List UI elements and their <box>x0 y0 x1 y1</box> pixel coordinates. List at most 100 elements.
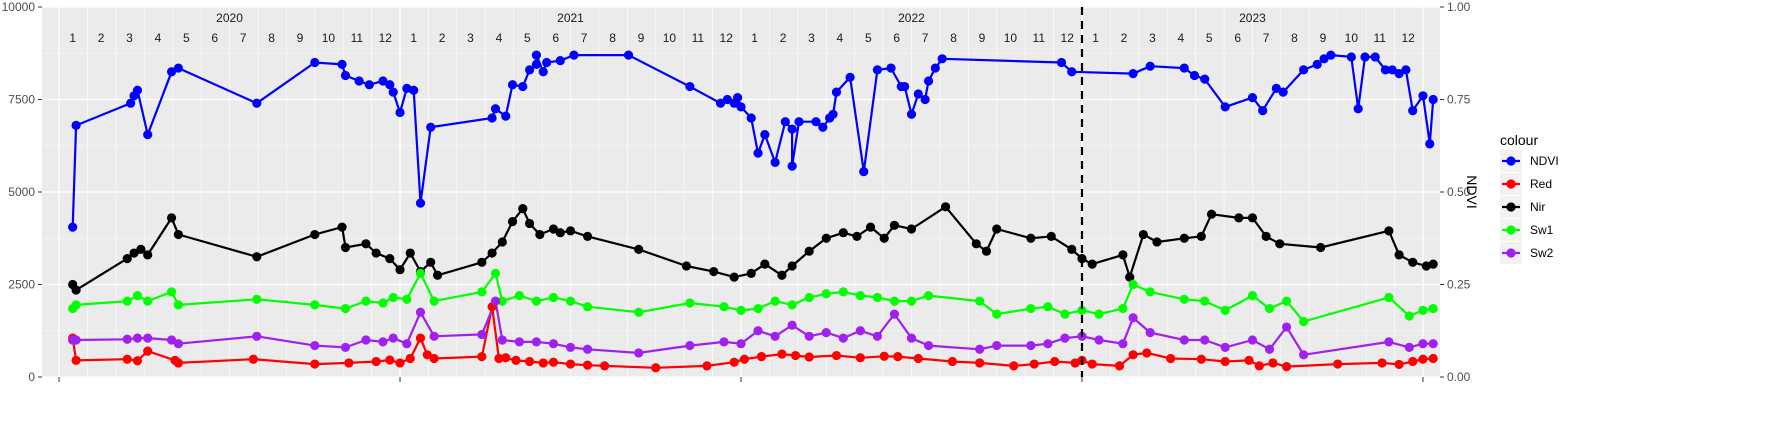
point-red <box>1009 361 1019 371</box>
point-ndvi <box>770 157 780 167</box>
point-nir <box>1077 254 1087 264</box>
point-sw2 <box>685 340 695 351</box>
point-ndvi <box>252 98 262 108</box>
point-ndvi <box>531 50 542 60</box>
point-ndvi <box>1370 52 1380 62</box>
point-red <box>1196 354 1206 364</box>
month-label: 4 <box>155 31 162 45</box>
point-nir <box>1196 231 1206 241</box>
legend-title: colour <box>1500 132 1538 148</box>
point-red <box>415 333 426 343</box>
point-nir <box>385 254 395 264</box>
month-label: 5 <box>1206 31 1213 45</box>
point-ndvi <box>1145 61 1155 71</box>
point-sw1 <box>1428 303 1438 314</box>
month-label: 8 <box>609 31 616 45</box>
point-nir <box>971 239 981 249</box>
point-ndvi <box>930 63 940 73</box>
point-sw1 <box>1128 279 1138 290</box>
point-sw2 <box>1094 335 1104 345</box>
point-ndvi <box>760 130 770 140</box>
point-sw2 <box>166 335 177 345</box>
point-nir <box>1179 233 1189 243</box>
point-nir <box>1428 259 1438 269</box>
point-sw2 <box>361 335 371 345</box>
point-red <box>524 356 535 367</box>
point-nir <box>1275 239 1285 249</box>
point-sw2 <box>872 331 882 341</box>
point-ndvi <box>787 161 797 171</box>
point-sw2 <box>477 329 487 340</box>
point-sw2 <box>514 337 524 347</box>
point-ndvi <box>173 63 183 73</box>
legend-key-point <box>1506 156 1516 166</box>
point-ndvi <box>906 109 917 119</box>
point-nir <box>940 202 951 212</box>
month-label: 4 <box>1178 31 1185 45</box>
point-ndvi <box>364 80 374 90</box>
point-ndvi <box>1319 54 1329 64</box>
point-ndvi <box>337 59 347 69</box>
point-nir <box>1316 242 1326 253</box>
point-red <box>385 355 395 365</box>
point-ndvi <box>1067 67 1077 77</box>
point-red <box>893 352 903 362</box>
point-red <box>71 355 81 365</box>
month-label: 10 <box>322 31 336 45</box>
month-label: 10 <box>1004 31 1018 45</box>
point-red <box>1050 356 1060 367</box>
point-ndvi <box>310 57 320 68</box>
point-ndvi <box>732 93 743 103</box>
point-red <box>565 359 576 369</box>
point-red <box>501 353 511 363</box>
month-label: 12 <box>1061 31 1075 45</box>
point-red <box>548 357 559 367</box>
point-sw1 <box>1247 291 1258 301</box>
point-ndvi <box>1128 69 1138 79</box>
month-label: 6 <box>552 31 559 45</box>
point-sw1 <box>770 296 780 306</box>
point-ndvi <box>1394 69 1404 79</box>
point-sw1 <box>1418 305 1428 315</box>
point-sw1 <box>1200 296 1210 306</box>
point-sw1 <box>310 300 320 310</box>
point-nir <box>487 248 497 258</box>
point-ndvi <box>395 107 405 118</box>
point-sw1 <box>1404 311 1414 321</box>
month-label: 7 <box>1263 31 1270 45</box>
point-sw1 <box>736 305 746 315</box>
month-label: 5 <box>865 31 872 45</box>
year-label: 2021 <box>557 11 584 25</box>
point-ndvi <box>1220 102 1230 112</box>
point-ndvi <box>1258 106 1268 116</box>
point-red <box>582 360 593 370</box>
point-ndvi <box>920 94 930 105</box>
point-sw1 <box>143 296 153 306</box>
legend-key-point <box>1506 248 1516 258</box>
month-label: 1 <box>69 31 76 45</box>
month-label: 7 <box>922 31 929 45</box>
point-nir <box>681 261 692 271</box>
point-red <box>1281 362 1292 372</box>
point-sw2 <box>1200 335 1210 345</box>
point-ndvi <box>736 102 746 112</box>
point-ndvi <box>1425 139 1435 149</box>
point-ndvi <box>746 113 756 123</box>
point-sw2 <box>1384 337 1394 347</box>
point-sw2 <box>719 337 729 347</box>
right-axis-tick-label: 0.00 <box>1447 370 1471 384</box>
point-sw2 <box>804 331 814 341</box>
point-nir <box>361 239 371 249</box>
point-ndvi <box>1299 65 1309 75</box>
point-red <box>739 354 750 364</box>
point-nir <box>1394 250 1404 260</box>
point-red <box>1377 358 1387 368</box>
point-sw1 <box>1077 305 1087 315</box>
point-sw2 <box>770 331 780 341</box>
point-red <box>975 358 985 368</box>
left-axis-tick-label: 5000 <box>8 185 35 199</box>
point-sw2 <box>415 307 426 317</box>
point-red <box>1254 361 1264 371</box>
